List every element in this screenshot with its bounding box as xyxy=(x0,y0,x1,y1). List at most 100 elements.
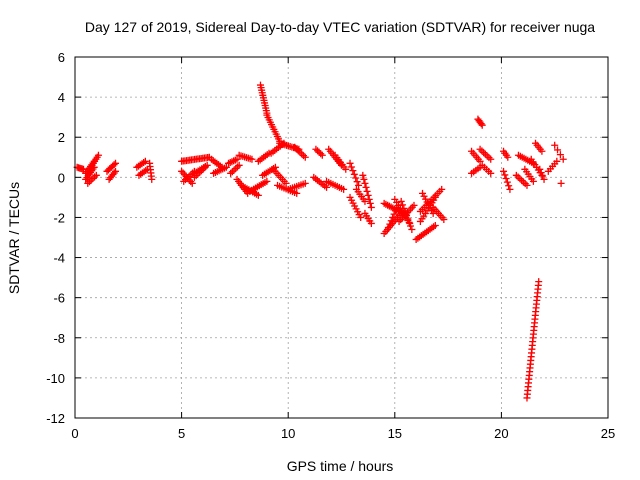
data-point xyxy=(529,177,537,185)
y-tick-label: 6 xyxy=(58,50,65,65)
data-point xyxy=(559,155,567,163)
data-point xyxy=(476,145,484,153)
data-point xyxy=(523,181,531,189)
data-point xyxy=(349,167,357,175)
y-tick-label: 4 xyxy=(58,90,65,105)
grid-lines xyxy=(75,57,608,418)
data-point xyxy=(188,179,196,187)
x-tick-label: 20 xyxy=(494,426,508,441)
data-point xyxy=(553,157,561,165)
y-tick-label: 2 xyxy=(58,130,65,145)
data-point xyxy=(263,177,271,185)
data-point xyxy=(477,120,485,128)
data-point xyxy=(478,147,486,155)
data-point xyxy=(357,213,365,221)
data-point xyxy=(233,155,241,163)
data-point xyxy=(301,153,309,161)
data-point xyxy=(556,151,564,159)
data-point xyxy=(201,163,209,171)
data-point xyxy=(112,167,120,175)
data-point xyxy=(397,197,405,205)
data-point xyxy=(367,203,375,211)
data-point xyxy=(235,161,243,169)
data-point xyxy=(228,168,236,176)
data-point xyxy=(312,145,320,153)
data-point xyxy=(222,163,230,171)
data-point xyxy=(476,157,484,165)
data-point xyxy=(516,175,524,183)
x-tick-label: 10 xyxy=(281,426,295,441)
data-point xyxy=(366,199,374,207)
data-point xyxy=(314,147,322,155)
data-point xyxy=(360,175,368,183)
data-point xyxy=(504,153,512,161)
data-point xyxy=(386,220,394,228)
data-point xyxy=(390,210,398,218)
data-point xyxy=(352,174,360,182)
y-axis-label: SDTVAR / TECUs xyxy=(6,182,22,294)
data-point xyxy=(539,172,547,180)
data-point xyxy=(350,170,358,178)
data-point xyxy=(501,171,509,179)
data-point xyxy=(112,159,120,167)
data-point xyxy=(346,159,354,167)
data-point xyxy=(408,225,416,233)
data-point xyxy=(110,161,118,169)
data-point xyxy=(227,169,235,177)
data-point xyxy=(483,152,491,160)
data-point xyxy=(323,183,331,191)
data-point xyxy=(518,176,526,184)
data-point xyxy=(487,155,495,163)
data-point xyxy=(554,146,562,154)
y-tick-label: 0 xyxy=(58,170,65,185)
y-tick-label: -8 xyxy=(53,331,65,346)
data-point xyxy=(347,163,355,171)
y-tick-label: -2 xyxy=(53,210,65,225)
data-point xyxy=(232,165,240,173)
data-point xyxy=(340,185,348,193)
data-point xyxy=(110,169,118,177)
data-point xyxy=(361,197,369,205)
data-point xyxy=(551,141,559,149)
data-point xyxy=(478,121,486,129)
x-tick-label: 0 xyxy=(71,426,78,441)
data-point xyxy=(364,191,372,199)
data-point xyxy=(367,219,375,227)
data-point xyxy=(387,217,395,225)
data-point xyxy=(361,179,369,187)
plot-frame xyxy=(74,56,609,419)
x-tick-label: 15 xyxy=(388,426,402,441)
data-point xyxy=(480,149,488,157)
data-point xyxy=(363,187,371,195)
data-point xyxy=(318,151,326,159)
data-point xyxy=(431,193,439,201)
data-point xyxy=(406,219,414,227)
data-point xyxy=(503,178,511,186)
y-tick-label: -4 xyxy=(53,251,65,266)
x-axis-label: GPS time / hours xyxy=(287,458,394,474)
data-point xyxy=(392,207,400,215)
data-point xyxy=(440,215,448,223)
data-point xyxy=(293,189,301,197)
data-point xyxy=(280,139,288,147)
data-point xyxy=(537,169,545,177)
data-point xyxy=(512,171,520,179)
data-point xyxy=(365,195,373,203)
x-tick-label: 25 xyxy=(601,426,615,441)
data-point xyxy=(148,175,156,183)
data-point xyxy=(230,166,238,174)
data-point xyxy=(438,185,446,193)
data-point xyxy=(506,185,514,193)
data-point xyxy=(342,165,350,173)
data-point xyxy=(248,155,256,163)
data-point xyxy=(521,180,529,188)
y-tick-label: -12 xyxy=(46,411,65,426)
data-point xyxy=(431,221,439,229)
data-point xyxy=(353,178,361,186)
data-point xyxy=(315,148,323,156)
data-point xyxy=(282,179,290,187)
data-point xyxy=(355,181,363,189)
x-tick-label: 5 xyxy=(178,426,185,441)
data-point xyxy=(362,183,370,191)
